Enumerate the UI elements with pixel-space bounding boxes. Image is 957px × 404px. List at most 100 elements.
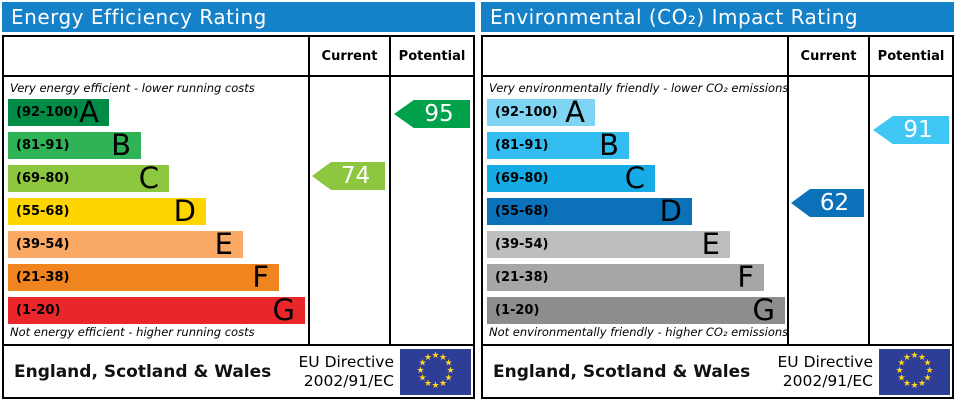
- eu-star-icon: ★: [416, 365, 425, 376]
- band-letter: G: [752, 293, 775, 327]
- current-column-header: Current: [308, 37, 389, 75]
- band-e: (39-54) E: [8, 227, 243, 261]
- band-range: (81-91): [495, 138, 549, 153]
- eu-star-icon: ★: [444, 358, 453, 368]
- band-f: (21-38) F: [487, 260, 764, 294]
- panel-title: Energy Efficiency Rating: [2, 2, 475, 32]
- eu-star-icon: ★: [431, 350, 440, 361]
- eu-star-icon: ★: [910, 380, 919, 391]
- potential-rating-arrow: 91: [873, 116, 949, 144]
- bands-area: Very energy efficient - lower running co…: [4, 77, 308, 344]
- band-range: (1-20): [495, 303, 540, 318]
- band-e: (39-54) E: [487, 227, 730, 261]
- band-range: (39-54): [16, 237, 70, 252]
- band-letter: E: [214, 227, 233, 261]
- band-g: (1-20) G: [8, 293, 305, 327]
- eu-star-icon: ★: [418, 358, 427, 368]
- band-a: (92-100) A: [487, 95, 595, 129]
- potential-rating-cell: 91: [868, 77, 952, 344]
- band-range: (81-91): [16, 138, 70, 153]
- eu-star-icon: ★: [917, 378, 927, 389]
- top-note: Very environmentally friendly - lower CO…: [489, 81, 789, 95]
- co2-impact-panel: Environmental (CO₂) Impact Rating Curren…: [481, 2, 954, 399]
- chart-row: Very environmentally friendly - lower CO…: [483, 77, 952, 344]
- current-column-header: Current: [787, 37, 868, 75]
- band-c: (69-80) C: [487, 161, 655, 195]
- potential-column-header: Potential: [868, 37, 952, 75]
- band-letter: C: [624, 161, 645, 195]
- band-letter: B: [599, 128, 619, 162]
- eu-star-icon: ★: [923, 373, 932, 383]
- band-letter: D: [659, 194, 682, 228]
- band-range: (55-68): [495, 204, 549, 219]
- eu-star-icon: ★: [902, 352, 912, 363]
- band-letter: A: [565, 95, 585, 129]
- band-letter: G: [272, 293, 295, 327]
- band-range: (39-54): [495, 237, 549, 252]
- band-c: (69-80) C: [8, 161, 169, 195]
- band-f: (21-38) F: [8, 260, 279, 294]
- band-b: (81-91) B: [8, 128, 141, 162]
- current-rating-cell: 62: [787, 77, 868, 344]
- eu-star-icon: ★: [446, 365, 455, 376]
- region-label: England, Scotland & Wales: [14, 361, 272, 382]
- bottom-note: Not energy efficient - higher running co…: [10, 325, 255, 339]
- band-letter: F: [252, 260, 269, 294]
- band-range: (21-38): [16, 270, 70, 285]
- band-range: (21-38): [495, 270, 549, 285]
- eu-star-icon: ★: [917, 352, 927, 363]
- band-range: (92-100): [16, 105, 79, 120]
- eu-star-icon: ★: [897, 373, 906, 383]
- bands-area: Very environmentally friendly - lower CO…: [483, 77, 789, 344]
- rating-table: Current Potential Very environmentally f…: [481, 35, 954, 399]
- eu-flag-icon: ★ ★ ★ ★ ★ ★ ★ ★ ★ ★ ★ ★: [400, 348, 471, 395]
- potential-column-header: Potential: [389, 37, 473, 75]
- table-header: Current Potential: [4, 37, 473, 77]
- eu-star-icon: ★: [910, 350, 919, 361]
- band-range: (92-100): [495, 105, 558, 120]
- band-letter: C: [138, 161, 159, 195]
- header-spacer: [483, 37, 787, 75]
- panel-title: Environmental (CO₂) Impact Rating: [481, 2, 954, 32]
- panel-footer: England, Scotland & Wales EU Directive 2…: [483, 344, 952, 397]
- chart-row: Very energy efficient - lower running co…: [4, 77, 473, 344]
- band-d: (55-68) D: [8, 194, 206, 228]
- top-note: Very energy efficient - lower running co…: [10, 81, 255, 95]
- current-rating-cell: 74: [308, 77, 389, 344]
- eu-star-icon: ★: [438, 378, 448, 389]
- rating-table: Current Potential Very energy efficient …: [2, 35, 475, 399]
- band-letter: E: [701, 227, 720, 261]
- potential-rating-arrow: 95: [394, 100, 470, 128]
- eu-star-icon: ★: [431, 380, 440, 391]
- eu-star-icon: ★: [897, 358, 906, 368]
- band-range: (69-80): [16, 171, 70, 186]
- eu-star-icon: ★: [438, 352, 448, 363]
- band-a: (92-100) A: [8, 95, 109, 129]
- band-letter: A: [79, 95, 99, 129]
- band-b: (81-91) B: [487, 128, 629, 162]
- band-range: (1-20): [16, 303, 61, 318]
- eu-star-icon: ★: [423, 352, 433, 363]
- band-d: (55-68) D: [487, 194, 692, 228]
- eu-flag-icon: ★ ★ ★ ★ ★ ★ ★ ★ ★ ★ ★ ★: [879, 348, 950, 395]
- eu-star-icon: ★: [902, 378, 912, 389]
- energy-efficiency-panel: Energy Efficiency Rating Current Potenti…: [2, 2, 475, 399]
- bottom-note: Not environmentally friendly - higher CO…: [489, 325, 789, 339]
- eu-star-icon: ★: [444, 373, 453, 383]
- band-letter: F: [737, 260, 754, 294]
- eu-directive-label: EU Directive 2002/91/EC: [777, 353, 874, 390]
- current-rating-arrow: 62: [791, 189, 864, 217]
- eu-star-icon: ★: [925, 365, 934, 376]
- band-letter: D: [173, 194, 196, 228]
- band-range: (69-80): [495, 171, 549, 186]
- eu-star-icon: ★: [923, 358, 932, 368]
- region-label: England, Scotland & Wales: [493, 361, 751, 382]
- eu-star-icon: ★: [895, 365, 904, 376]
- band-range: (55-68): [16, 204, 70, 219]
- band-letter: B: [111, 128, 131, 162]
- eu-directive-label: EU Directive 2002/91/EC: [298, 353, 395, 390]
- panel-footer: England, Scotland & Wales EU Directive 2…: [4, 344, 473, 397]
- table-header: Current Potential: [483, 37, 952, 77]
- current-rating-arrow: 74: [312, 162, 385, 190]
